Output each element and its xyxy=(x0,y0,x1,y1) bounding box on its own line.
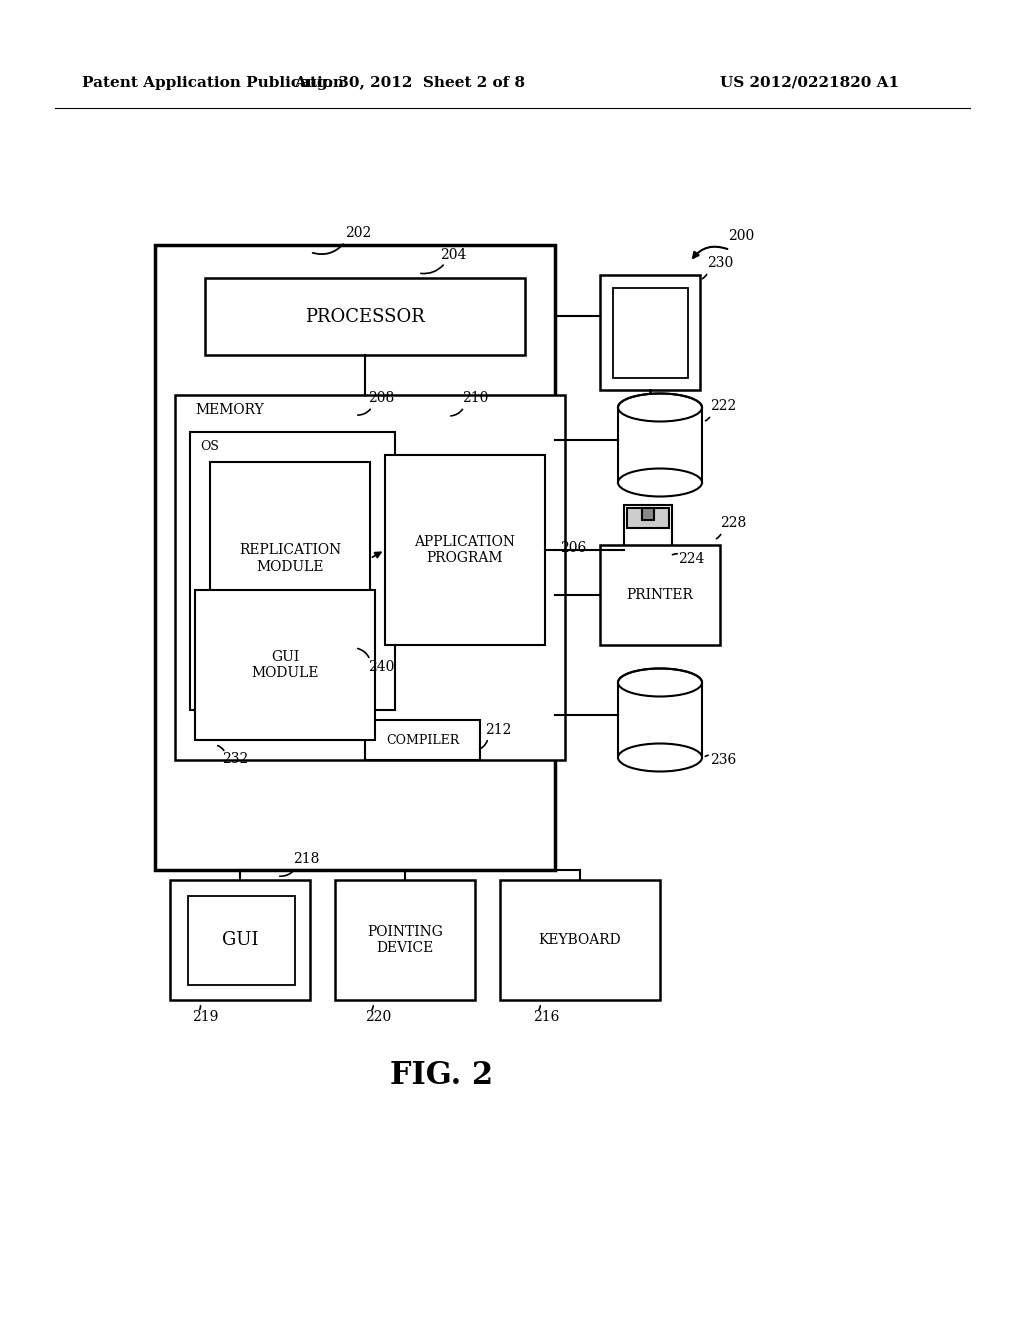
Bar xyxy=(627,508,669,528)
Bar xyxy=(190,432,395,710)
Text: 208: 208 xyxy=(368,391,394,405)
Text: 240: 240 xyxy=(368,660,394,675)
Bar xyxy=(385,455,545,645)
Bar xyxy=(500,880,660,1001)
Bar xyxy=(618,682,702,758)
Ellipse shape xyxy=(618,743,702,771)
Text: KEYBOARD: KEYBOARD xyxy=(539,933,622,946)
Ellipse shape xyxy=(618,393,702,421)
Text: MEMORY: MEMORY xyxy=(195,403,264,417)
Text: FIG. 2: FIG. 2 xyxy=(390,1060,494,1090)
Text: GUI
MODULE: GUI MODULE xyxy=(251,649,318,680)
Bar xyxy=(188,896,295,985)
Text: US 2012/0221820 A1: US 2012/0221820 A1 xyxy=(721,77,899,90)
Bar xyxy=(205,279,525,355)
Bar xyxy=(600,545,720,645)
Text: 210: 210 xyxy=(462,391,488,405)
Bar xyxy=(210,462,370,655)
Text: 224: 224 xyxy=(678,552,705,566)
Text: 202: 202 xyxy=(345,226,372,240)
Text: 228: 228 xyxy=(720,516,746,531)
Text: PROCESSOR: PROCESSOR xyxy=(305,308,425,326)
Text: 204: 204 xyxy=(440,248,466,261)
Text: 200: 200 xyxy=(728,228,755,243)
Text: COMPILER: COMPILER xyxy=(386,734,459,747)
Bar xyxy=(618,408,702,483)
Text: REPLICATION
MODULE: REPLICATION MODULE xyxy=(239,544,341,574)
Bar xyxy=(365,719,480,760)
Bar xyxy=(155,246,555,870)
Bar xyxy=(335,880,475,1001)
Text: 219: 219 xyxy=(193,1010,218,1024)
Text: APPLICATION
PROGRAM: APPLICATION PROGRAM xyxy=(415,535,515,565)
Text: PRINTER: PRINTER xyxy=(627,587,693,602)
Text: 216: 216 xyxy=(534,1010,559,1024)
Text: 220: 220 xyxy=(365,1010,391,1024)
Text: 230: 230 xyxy=(707,256,733,271)
Text: POINTING
DEVICE: POINTING DEVICE xyxy=(367,925,443,956)
Text: 206: 206 xyxy=(560,541,587,554)
Bar xyxy=(600,275,700,389)
Bar xyxy=(642,508,654,520)
Bar xyxy=(624,506,672,554)
Bar xyxy=(195,590,375,741)
Bar xyxy=(170,880,310,1001)
Bar xyxy=(175,395,565,760)
Text: GUI: GUI xyxy=(222,931,258,949)
Text: 222: 222 xyxy=(710,399,736,413)
Text: 232: 232 xyxy=(222,752,248,766)
Text: Aug. 30, 2012  Sheet 2 of 8: Aug. 30, 2012 Sheet 2 of 8 xyxy=(295,77,525,90)
Bar xyxy=(613,288,688,378)
Ellipse shape xyxy=(618,668,702,697)
Text: OS: OS xyxy=(200,440,219,453)
Text: 212: 212 xyxy=(485,723,511,737)
Text: 236: 236 xyxy=(710,752,736,767)
Text: Patent Application Publication: Patent Application Publication xyxy=(82,77,344,90)
Text: 218: 218 xyxy=(293,851,319,866)
Ellipse shape xyxy=(618,469,702,496)
